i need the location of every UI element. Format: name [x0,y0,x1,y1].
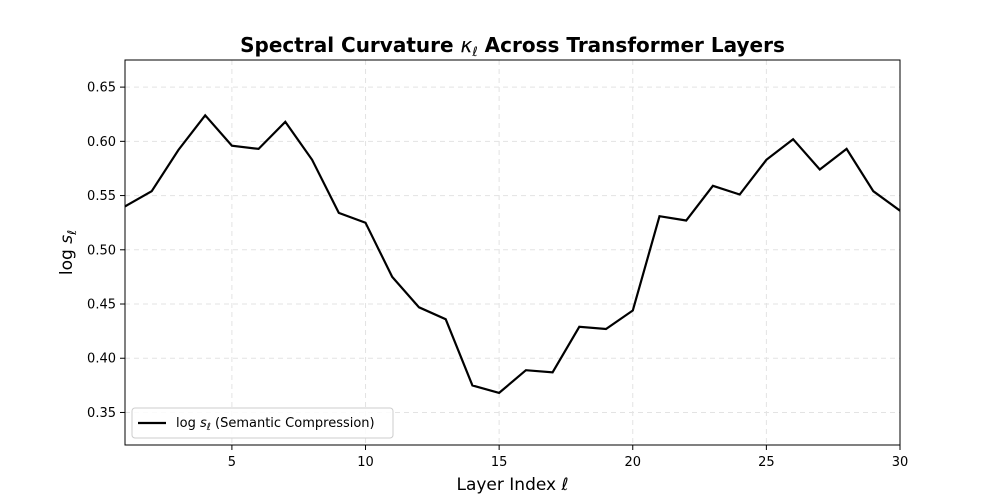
x-axis-label: Layer Index ℓ [456,475,568,495]
plot-frame [124,59,901,446]
x-tick-label: 30 [892,455,909,470]
x-tick-label: 15 [491,455,508,470]
axis-ticks: 5 10 15 20 25 30 0.35 0.40 0.45 0.50 0.55 0.60 0.65 [87,81,908,470]
y-tick-label: 0.50 [87,243,116,258]
x-tick-label: 20 [624,455,641,470]
x-tick-label: 5 [228,455,236,470]
x-tick-label: 25 [758,455,775,470]
y-tick-label: 0.40 [87,352,116,367]
legend-box [131,407,394,439]
grid-lines [125,60,901,445]
chart-title: Spectral Curvature κℓ Across Transformer… [240,33,785,60]
y-tick-label: 0.35 [87,406,116,421]
series-line [124,113,901,395]
legend: log sℓ (Semantic Compression) [131,407,394,439]
legend-label: log sℓ (Semantic Compression) [176,416,375,433]
y-tick-label: 0.65 [87,81,116,96]
x-tick-label: 10 [357,455,374,470]
series-layer [124,113,901,395]
y-tick-label: 0.55 [87,189,116,204]
y-tick-label: 0.45 [87,298,116,313]
y-tick-label: 0.60 [87,135,116,150]
y-axis-label: log sℓ [57,230,79,275]
